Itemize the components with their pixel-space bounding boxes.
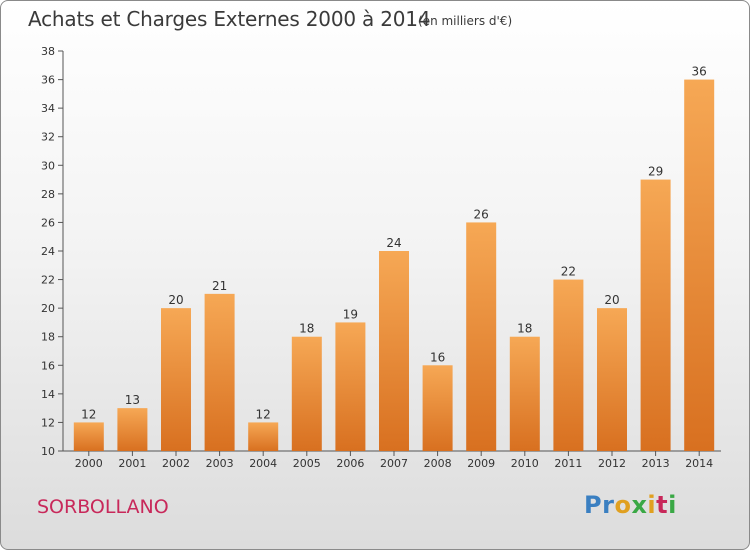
data-label: 21: [212, 279, 227, 293]
bar: [379, 251, 409, 451]
bar: [597, 308, 627, 451]
x-tick-label: 2004: [249, 457, 277, 470]
x-tick-label: 2010: [511, 457, 539, 470]
x-tick-label: 2006: [336, 457, 364, 470]
data-label: 16: [430, 350, 445, 364]
y-tick-label: 30: [41, 159, 55, 172]
x-tick-label: 2007: [380, 457, 408, 470]
x-tick-label: 2000: [75, 457, 103, 470]
proxiti-logo: Proxiti: [584, 491, 677, 519]
data-label: 12: [81, 407, 96, 421]
bar: [204, 293, 235, 451]
y-tick-label: 20: [41, 302, 55, 315]
y-tick-label: 16: [41, 359, 55, 372]
y-tick-label: 32: [41, 131, 55, 144]
y-tick-label: 26: [41, 216, 55, 229]
bar: [161, 308, 191, 451]
logo-letter: o: [614, 491, 632, 519]
bar: [684, 79, 715, 452]
bar: [466, 222, 497, 451]
bar: [248, 422, 279, 451]
x-tick-label: 2009: [467, 457, 495, 470]
bar: [553, 279, 584, 451]
bar: [422, 365, 453, 451]
chart-title: Achats et Charges Externes 2000 à 2014: [28, 7, 431, 31]
data-label: 36: [692, 65, 707, 79]
x-tick-label: 2001: [118, 457, 146, 470]
y-tick-label: 12: [41, 416, 55, 429]
x-tick-label: 2013: [642, 457, 670, 470]
bar: [509, 336, 540, 451]
y-tick-label: 34: [41, 102, 55, 115]
x-tick-label: 2005: [293, 457, 321, 470]
logo-letter: r: [602, 491, 615, 519]
data-label: 22: [561, 265, 576, 279]
logo-letter: t: [656, 491, 669, 519]
y-tick-label: 22: [41, 274, 55, 287]
logo-letter: x: [631, 491, 648, 519]
y-tick-label: 28: [41, 188, 55, 201]
x-tick-label: 2011: [554, 457, 582, 470]
data-label: 18: [517, 322, 532, 336]
logo-letter: i: [668, 491, 677, 519]
bar: [335, 322, 366, 451]
bar: [291, 336, 322, 451]
data-label: 26: [474, 207, 489, 221]
x-tick-label: 2002: [162, 457, 190, 470]
x-tick-label: 2012: [598, 457, 626, 470]
logo-letter: i: [647, 491, 657, 519]
x-tick-label: 2008: [424, 457, 452, 470]
y-tick-label: 14: [41, 388, 55, 401]
data-label: 12: [256, 407, 271, 421]
data-label: 19: [343, 307, 358, 321]
y-tick-label: 10: [41, 445, 55, 458]
data-label: 13: [125, 393, 140, 407]
bar: [73, 422, 104, 451]
y-tick-label: 18: [41, 331, 55, 344]
data-label: 20: [168, 293, 183, 307]
data-label: 29: [648, 165, 663, 179]
y-tick-label: 38: [41, 45, 55, 58]
bar: [117, 408, 148, 451]
place-name: SORBOLLANO: [37, 496, 169, 518]
data-label: 24: [386, 236, 401, 250]
bar: [640, 179, 671, 452]
data-label: 18: [299, 322, 314, 336]
chart-subtitle: (en milliers d'€): [418, 14, 513, 28]
x-tick-label: 2003: [206, 457, 234, 470]
y-tick-label: 36: [41, 74, 55, 87]
y-tick-label: 24: [41, 245, 55, 258]
logo-letter: P: [584, 491, 603, 519]
x-tick-label: 2014: [685, 457, 713, 470]
data-label: 20: [604, 293, 619, 307]
